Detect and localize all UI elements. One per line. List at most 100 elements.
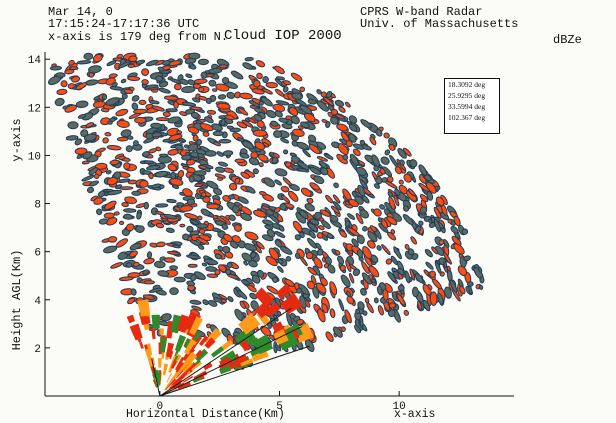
echo-patch	[199, 335, 209, 346]
echo-cell	[443, 261, 448, 269]
echo-cell	[94, 162, 108, 170]
echo-cell	[352, 268, 361, 277]
echo-cell	[92, 53, 103, 63]
x-tick-label: 5	[276, 401, 283, 413]
echo-cell	[141, 68, 150, 77]
echo-patch	[184, 338, 192, 349]
echo-cell	[187, 79, 196, 86]
echo-cell	[316, 232, 324, 239]
echo-cell	[376, 245, 382, 251]
echo-cell	[446, 265, 451, 272]
echo-cell	[441, 204, 448, 216]
echo-cell	[167, 116, 181, 124]
echo-cell	[402, 147, 412, 157]
echo-cell	[237, 137, 245, 143]
echo-patch	[211, 346, 225, 358]
echo-patch	[240, 339, 251, 352]
y-axis-title-top: y-axis	[10, 118, 24, 161]
echo-cell	[130, 288, 137, 296]
echo-cell	[411, 253, 419, 261]
echo-cell	[309, 166, 322, 175]
echo-cell	[188, 52, 201, 60]
echo-cell	[373, 208, 382, 217]
echo-cell	[241, 252, 253, 262]
echo-cell	[207, 299, 218, 307]
echo-patch	[203, 361, 213, 371]
echo-cell	[306, 280, 316, 290]
echo-cell	[167, 163, 177, 172]
echo-cell	[285, 256, 292, 262]
echo-cell	[272, 276, 279, 283]
echo-cell	[221, 223, 229, 230]
echo-cell	[100, 107, 110, 113]
echo-cell	[256, 269, 265, 278]
echo-cell	[414, 225, 422, 233]
echo-cell	[274, 110, 283, 118]
echo-cell	[346, 295, 355, 305]
echo-cell	[265, 109, 277, 119]
echo-patch	[177, 381, 191, 390]
echo-cell	[204, 167, 211, 173]
echo-cell	[107, 236, 118, 243]
echo-cell	[334, 99, 345, 107]
echo-patch	[139, 341, 144, 349]
echo-cell	[274, 88, 285, 97]
echo-cell	[390, 229, 396, 235]
echo-cell	[163, 220, 170, 225]
echo-cell	[242, 62, 254, 70]
echo-cell	[296, 141, 309, 150]
echo-cell	[106, 60, 117, 67]
echo-cell	[202, 299, 209, 306]
echo-cell	[177, 169, 185, 178]
echo-cell	[217, 94, 227, 100]
echo-cell	[337, 255, 345, 265]
echo-cell	[166, 198, 177, 204]
echo-cell	[54, 97, 65, 107]
scan-angle-1: 18.3092 deg	[448, 80, 486, 89]
echo-cell	[124, 196, 138, 205]
echo-cell	[199, 123, 214, 132]
echo-cell	[181, 85, 196, 94]
echo-cell	[216, 102, 231, 110]
echo-cell	[356, 249, 364, 259]
echo-cell	[141, 79, 149, 85]
echo-cell	[247, 117, 257, 124]
echo-cell	[299, 232, 305, 238]
echo-cell	[172, 244, 181, 249]
echo-cell	[361, 272, 372, 285]
echo-cell	[168, 60, 182, 67]
echo-cell	[155, 241, 166, 248]
echo-cell	[479, 284, 484, 290]
echo-cell	[107, 120, 113, 125]
echo-patch	[151, 314, 160, 329]
echo-cell	[254, 141, 266, 151]
echo-cell	[197, 152, 205, 159]
echo-cell	[269, 334, 275, 341]
echo-cell	[329, 308, 336, 319]
echo-cell	[211, 123, 223, 132]
scan-line	[151, 358, 161, 397]
echo-cell	[359, 139, 366, 146]
echo-cell	[230, 70, 244, 80]
echo-cell	[265, 81, 278, 89]
echo-cell	[419, 194, 429, 203]
echo-cell	[335, 113, 345, 120]
echo-cell	[404, 244, 410, 250]
echo-cell	[403, 173, 412, 183]
echo-cell	[260, 96, 273, 107]
echo-cell	[282, 86, 289, 93]
echo-cell	[237, 196, 249, 204]
echo-patch	[193, 375, 202, 383]
echo-cell	[257, 153, 269, 162]
echo-cell	[252, 129, 268, 137]
echo-cell	[129, 250, 138, 258]
echo-cell	[162, 111, 171, 118]
echo-cell	[292, 128, 305, 137]
echo-cell	[271, 156, 279, 164]
echo-cell	[329, 281, 338, 296]
echo-cell	[51, 63, 57, 68]
echo-cell	[213, 297, 223, 303]
x-axis-title-right: x-axis	[394, 408, 436, 421]
echo-cell	[234, 177, 241, 185]
echo-cell	[332, 194, 341, 204]
